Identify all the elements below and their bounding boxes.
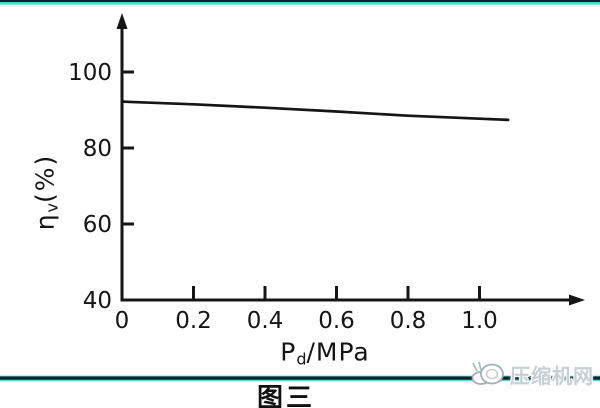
y-tick-label: 60 — [83, 212, 112, 238]
y-axis-arrow-icon — [116, 13, 128, 29]
x-tick-label: 0 — [115, 308, 130, 334]
y-tick-label: 80 — [83, 136, 112, 162]
x-tick-label: 0.4 — [247, 308, 284, 334]
efficiency-curve — [120, 100, 510, 122]
watermark-snail-logo-icon — [471, 358, 507, 390]
x-axis-label-subscript: d — [296, 349, 307, 369]
y-axis-label-unit: (%) — [30, 153, 60, 203]
x-tick-label: 0.2 — [175, 308, 212, 334]
y-tick-label: 40 — [83, 288, 112, 314]
watermark-text: 压缩机网 — [510, 363, 594, 388]
x-axis-label-symbol: P — [280, 337, 297, 367]
top-accent-border — [0, 0, 600, 6]
x-tick-label: 0.8 — [390, 308, 427, 334]
x-tick-label: 1.0 — [461, 308, 498, 334]
x-axis-arrow-icon — [569, 294, 585, 306]
bottom-divider-line — [0, 375, 600, 382]
y-axis-label-subscript: v — [42, 202, 62, 213]
watermark: 压缩机网 — [471, 358, 594, 390]
x-axis-label: Pd/MPa — [280, 338, 370, 369]
x-axis-label-unit: /MPa — [306, 337, 370, 367]
y-axis-label-symbol: η — [30, 212, 60, 231]
y-axis-label: ηv(%) — [31, 154, 62, 231]
x-tick-label: 0.6 — [318, 308, 355, 334]
figure-caption: 图三 — [256, 383, 316, 408]
y-tick-label: 100 — [68, 60, 112, 86]
